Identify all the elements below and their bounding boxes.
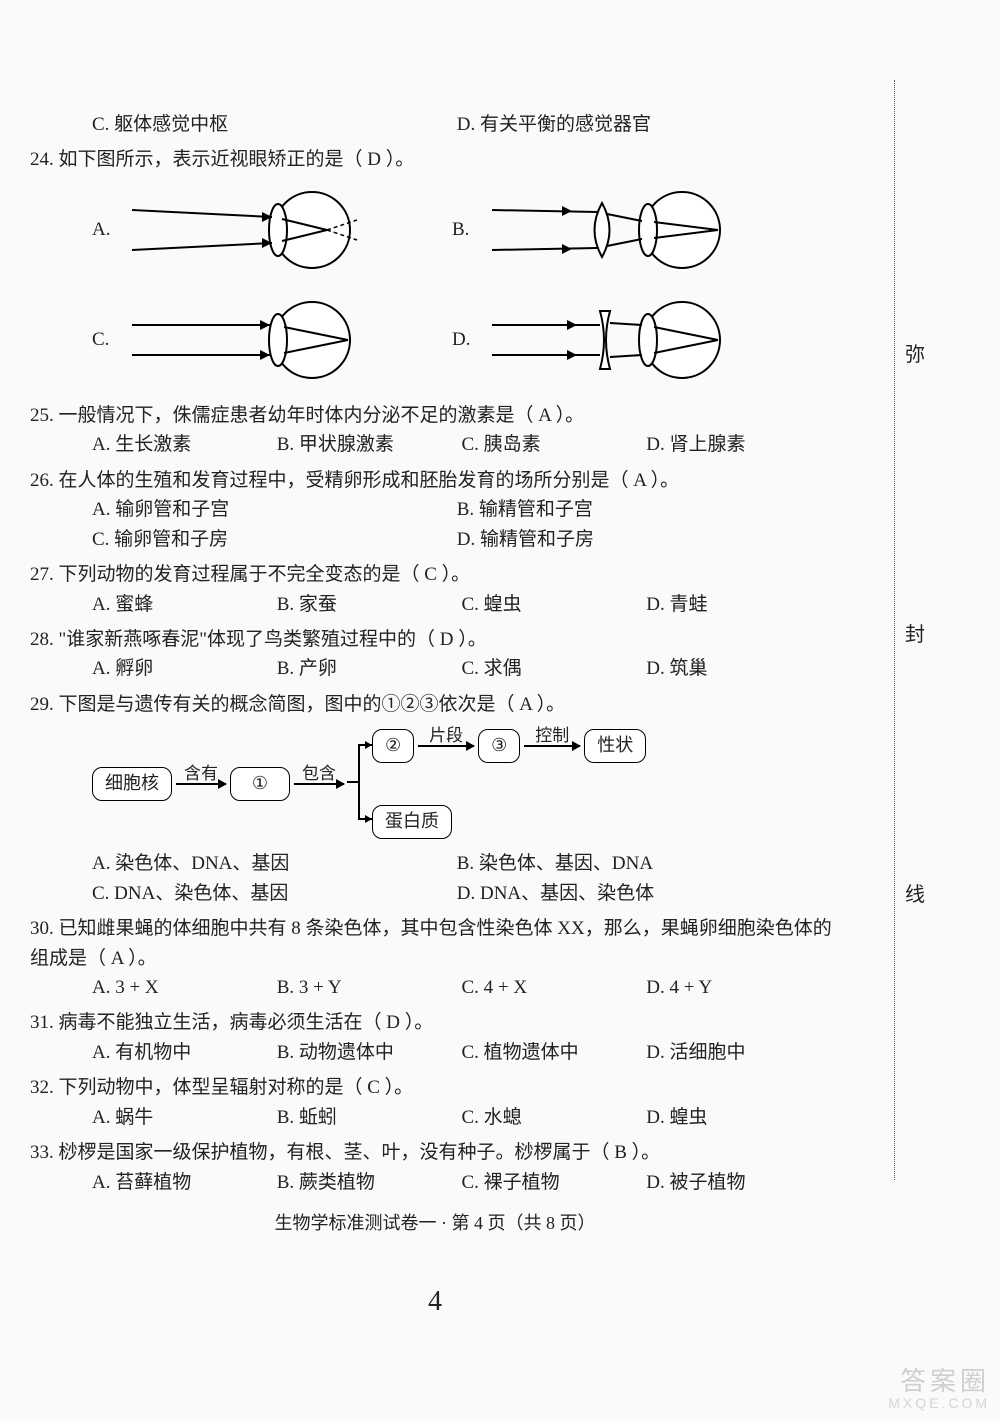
q33-a: A. 苔藓植物 [92,1168,272,1197]
node-2: ② [372,729,414,763]
q29-diagram: ② 片段 ③ 控制 性状 细胞核 含有 ① [30,719,840,849]
q28-d: D. 筑巢 [646,654,826,683]
edge-a: 含有 [184,761,218,787]
watermark-bottom: MXQE.COM [888,1396,990,1411]
q30-c: C. 4 + X [462,973,642,1002]
q25-d: D. 肾上腺素 [646,430,826,459]
page-footer: 生物学标准测试卷一 · 第 4 页（共 8 页） [30,1210,840,1238]
q26-a: A. 输卵管和子宫 [92,495,452,524]
q31-stem: 31. 病毒不能独立生活，病毒必须生活在（ D ）。 [30,1008,840,1037]
eye-diagram-d [482,295,742,385]
q29-c: C. DNA、染色体、基因 [92,879,452,908]
node-3: ③ [478,729,520,763]
q33-b: B. 蕨类植物 [277,1168,457,1197]
q31-c: C. 植物遗体中 [462,1038,642,1067]
edge-c: 片段 [429,723,463,749]
q29-d: D. DNA、基因、染色体 [457,879,817,908]
node-start: 细胞核 [92,767,172,801]
q23-opt-c: C. 躯体感觉中枢 [92,110,452,139]
edge-b: 包含 [302,761,336,787]
q25-c: C. 胰岛素 [462,430,642,459]
q26-c: C. 输卵管和子房 [92,525,452,554]
seal-c: 线 [905,880,925,911]
q25-a: A. 生长激素 [92,430,272,459]
eye-diagram-b [482,185,742,275]
q27-stem: 27. 下列动物的发育过程属于不完全变态的是（ C ）。 [30,560,840,589]
q28-a: A. 孵卵 [92,654,272,683]
q31-d: D. 活细胞中 [646,1038,826,1067]
seal-line: 弥 封 线 [894,80,895,1180]
eye-diagram-c [122,295,382,385]
q24-label-c: C. [92,325,122,354]
q29-stem: 29. 下图是与遗传有关的概念简图，图中的①②③依次是（ A ）。 [30,690,840,719]
node-1: ① [230,767,290,801]
q24-label-b: B. [452,215,482,244]
q26-d: D. 输精管和子房 [457,525,817,554]
q24-diagrams: A. B. [30,175,840,395]
handwritten-pagenum: 4 [30,1280,840,1323]
node-protein: 蛋白质 [372,805,452,839]
q30-a: A. 3 + X [92,973,272,1002]
q30-b: B. 3 + Y [277,973,457,1002]
edge-d: 控制 [535,723,569,749]
q33-c: C. 裸子植物 [462,1168,642,1197]
seal-b: 封 [905,620,925,651]
q27-c: C. 蝗虫 [462,590,642,619]
q31-b: B. 动物遗体中 [277,1038,457,1067]
q32-stem: 32. 下列动物中，体型呈辐射对称的是（ C ）。 [30,1073,840,1102]
q26-b: B. 输精管和子宫 [457,495,817,524]
q25-b: B. 甲状腺激素 [277,430,457,459]
q24-label-a: A. [92,215,122,244]
q30-d: D. 4 + Y [646,973,826,1002]
eye-diagram-a [122,185,382,275]
node-trait: 性状 [584,729,646,763]
watermark-top: 答案圈 [888,1367,990,1396]
q28-stem: 28. "谁家新燕啄春泥"体现了鸟类繁殖过程中的（ D ）。 [30,625,840,654]
watermark: 答案圈 MXQE.COM [888,1367,990,1411]
q29-a: A. 染色体、DNA、基因 [92,849,452,878]
q28-b: B. 产卵 [277,654,457,683]
q24-stem: 24. 如下图所示，表示近视眼矫正的是（ D ）。 [30,145,840,174]
q33-stem: 33. 桫椤是国家一级保护植物，有根、茎、叶，没有种子。桫椤属于（ B ）。 [30,1138,840,1167]
q29-b: B. 染色体、基因、DNA [457,849,817,878]
q28-c: C. 求偶 [462,654,642,683]
q33-d: D. 被子植物 [646,1168,826,1197]
q31-a: A. 有机物中 [92,1038,272,1067]
q32-a: A. 蜗牛 [92,1103,272,1132]
q32-b: B. 蚯蚓 [277,1103,457,1132]
q30-stem: 30. 已知雌果蝇的体细胞中共有 8 条染色体，其中包含性染色体 XX，那么，果… [30,914,840,973]
q26-stem: 26. 在人体的生殖和发育过程中，受精卵形成和胚胎发育的场所分别是（ A ）。 [30,466,840,495]
q23-opt-d: D. 有关平衡的感觉器官 [457,110,817,139]
q27-a: A. 蜜蜂 [92,590,272,619]
seal-a: 弥 [905,340,925,371]
q32-d: D. 蝗虫 [646,1103,826,1132]
q25-stem: 25. 一般情况下，侏儒症患者幼年时体内分泌不足的激素是（ A ）。 [30,401,840,430]
q24-label-d: D. [452,325,482,354]
q27-b: B. 家蚕 [277,590,457,619]
q27-d: D. 青蛙 [646,590,826,619]
q32-c: C. 水螅 [462,1103,642,1132]
